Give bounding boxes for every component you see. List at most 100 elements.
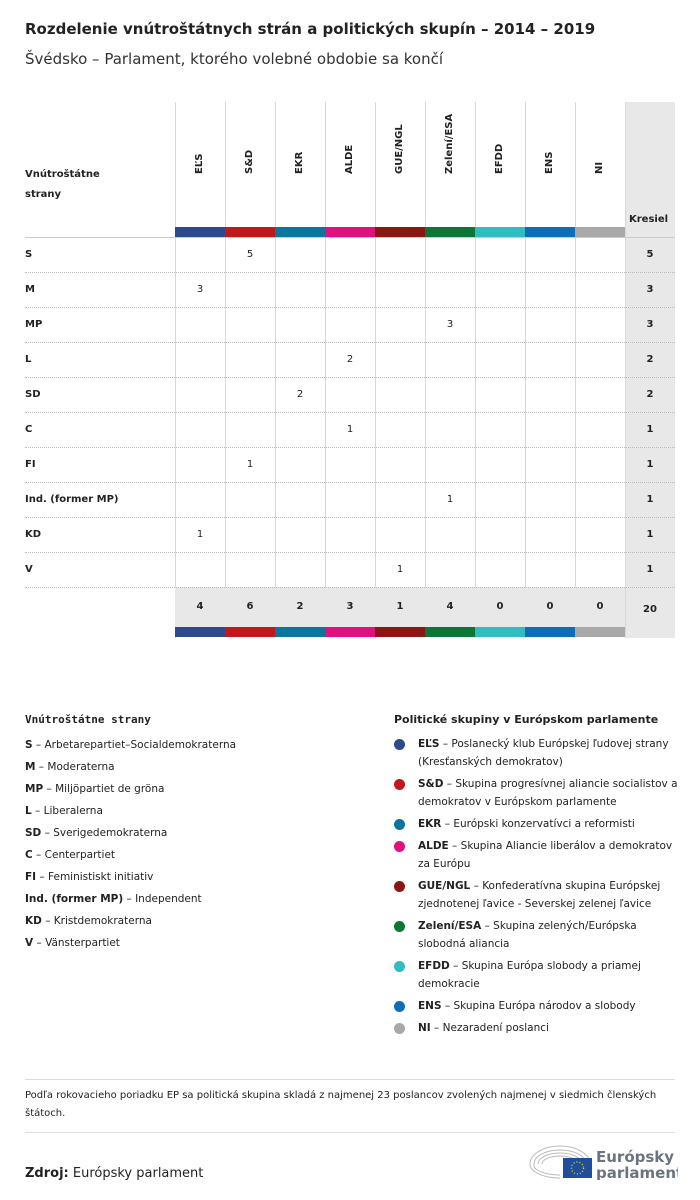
seat-count: 1 — [246, 459, 254, 470]
seat-count: 3 — [446, 319, 454, 330]
party-name: Feministiskt initiativ — [48, 871, 154, 883]
parties-legend-title: Vnútroštátne strany — [25, 713, 151, 726]
row-divider — [25, 307, 675, 308]
column-divider — [225, 102, 226, 638]
chart-subtitle: Švédsko – Parlament, ktorého volebné obd… — [25, 50, 444, 68]
column-divider — [325, 102, 326, 638]
group-color-bar — [425, 627, 475, 637]
group-legend-item: NI – Nezaradení poslanci — [418, 1022, 549, 1034]
party-abbr: S — [25, 739, 33, 751]
seat-count: 1 — [196, 529, 204, 540]
group-color-dot — [394, 921, 405, 932]
party-legend-item: MP – Miljöpartiet de gröna — [25, 783, 165, 795]
group-header: EKR — [294, 151, 305, 174]
group-color-bar — [575, 627, 625, 637]
groups-legend-title: Politické skupiny v Európskom parlamente — [394, 713, 659, 726]
group-total: 2 — [275, 587, 325, 627]
source-label: Zdroj: — [25, 1166, 69, 1181]
group-color-bar — [275, 227, 325, 237]
group-header: NI — [594, 161, 605, 174]
party-abbr: Ind. (former MP) — [25, 893, 124, 905]
group-legend-item: EFDD – Skupina Európa slobody a priamej … — [418, 960, 641, 990]
row-header: Vnútroštátne strany — [25, 169, 100, 200]
group-total: 4 — [175, 587, 225, 627]
party-abbr: V — [25, 937, 34, 949]
party-name: Independent — [135, 893, 202, 905]
column-divider — [175, 102, 176, 638]
seat-count: 3 — [196, 284, 204, 295]
group-header: EĽS — [194, 153, 205, 174]
group-color-bar — [525, 627, 575, 637]
seat-count: 1 — [396, 564, 404, 575]
party-legend-item: FI – Feministiskt initiativ — [25, 871, 154, 883]
total-column-bg — [625, 102, 675, 638]
group-total: 0 — [525, 587, 575, 627]
group-color-bar — [475, 227, 525, 237]
seat-count: 1 — [446, 494, 454, 505]
group-color-bar — [575, 227, 625, 237]
header-line — [25, 237, 675, 238]
source-value: Európsky parlament — [72, 1166, 204, 1181]
group-color-dot — [394, 739, 405, 750]
group-color-bar — [525, 227, 575, 237]
party-label: C — [25, 424, 33, 435]
group-legend-item: EKR – Európski konzervatívci a reformist… — [418, 818, 635, 830]
party-label: FI — [25, 459, 36, 470]
group-total: 0 — [575, 587, 625, 627]
group-color-dot — [394, 1001, 405, 1012]
column-divider — [425, 102, 426, 638]
row-divider — [25, 482, 675, 483]
group-total: 0 — [475, 587, 525, 627]
party-name: Centerpartiet — [44, 849, 116, 861]
group-abbr: ENS — [418, 1000, 442, 1012]
group-name: Poslanecký klub Európskej ľudovej strany… — [418, 738, 669, 768]
group-color-dot — [394, 881, 405, 892]
group-name: Skupina progresívnej aliancie socialisto… — [418, 778, 678, 808]
party-label: KD — [25, 529, 42, 540]
group-abbr: ALDE — [418, 840, 449, 852]
group-name: Skupina Európa slobody a priamej demokra… — [418, 960, 641, 990]
row-total: 1 — [646, 424, 654, 435]
group-color-dot — [394, 841, 405, 852]
party-name: Arbetarepartiet–Socialdemokraterna — [44, 739, 237, 751]
column-divider — [525, 102, 526, 638]
row-total: 3 — [646, 319, 654, 330]
group-total: 3 — [325, 587, 375, 627]
group-name: Skupina Aliancie liberálov a demokratov … — [418, 840, 673, 870]
party-abbr: M — [25, 761, 36, 773]
party-abbr: MP — [25, 783, 44, 795]
party-name: Sverigedemokraterna — [53, 827, 168, 839]
group-legend-item: ENS – Skupina Európa národov a slobody — [418, 1000, 636, 1012]
row-divider — [25, 587, 675, 588]
seat-count: 1 — [346, 424, 354, 435]
group-header: GUE/NGL — [394, 124, 405, 174]
row-divider — [25, 412, 675, 413]
row-total: 1 — [646, 564, 654, 575]
divider — [25, 1079, 675, 1080]
party-name: Liberalerna — [43, 805, 103, 817]
svg-text:Európsky: Európsky — [596, 1148, 674, 1166]
party-label: V — [25, 564, 33, 575]
seat-count: 2 — [296, 389, 304, 400]
party-label: Ind. (former MP) — [25, 494, 119, 505]
column-divider — [375, 102, 376, 638]
row-total: 1 — [646, 494, 654, 505]
row-divider — [25, 517, 675, 518]
group-legend-item: Zelení/ESA – Skupina zelených/Európska s… — [418, 920, 637, 950]
column-divider — [275, 102, 276, 638]
group-abbr: EKR — [418, 818, 442, 830]
row-divider — [25, 342, 675, 343]
group-color-bar — [475, 627, 525, 637]
party-name: Vänsterpartiet — [45, 937, 120, 949]
group-color-bar — [375, 227, 425, 237]
row-divider — [25, 272, 675, 273]
ep-logo: Európsky parlament — [528, 1140, 683, 1184]
row-total: 1 — [646, 459, 654, 470]
row-divider — [25, 377, 675, 378]
group-total: 6 — [225, 587, 275, 627]
group-legend-item: GUE/NGL – Konfederatívna skupina Európsk… — [418, 880, 661, 910]
group-header: ENS — [544, 151, 555, 174]
group-name: Skupina Európa národov a slobody — [453, 1000, 636, 1012]
row-total: 2 — [646, 389, 654, 400]
group-abbr: GUE/NGL — [418, 880, 471, 892]
